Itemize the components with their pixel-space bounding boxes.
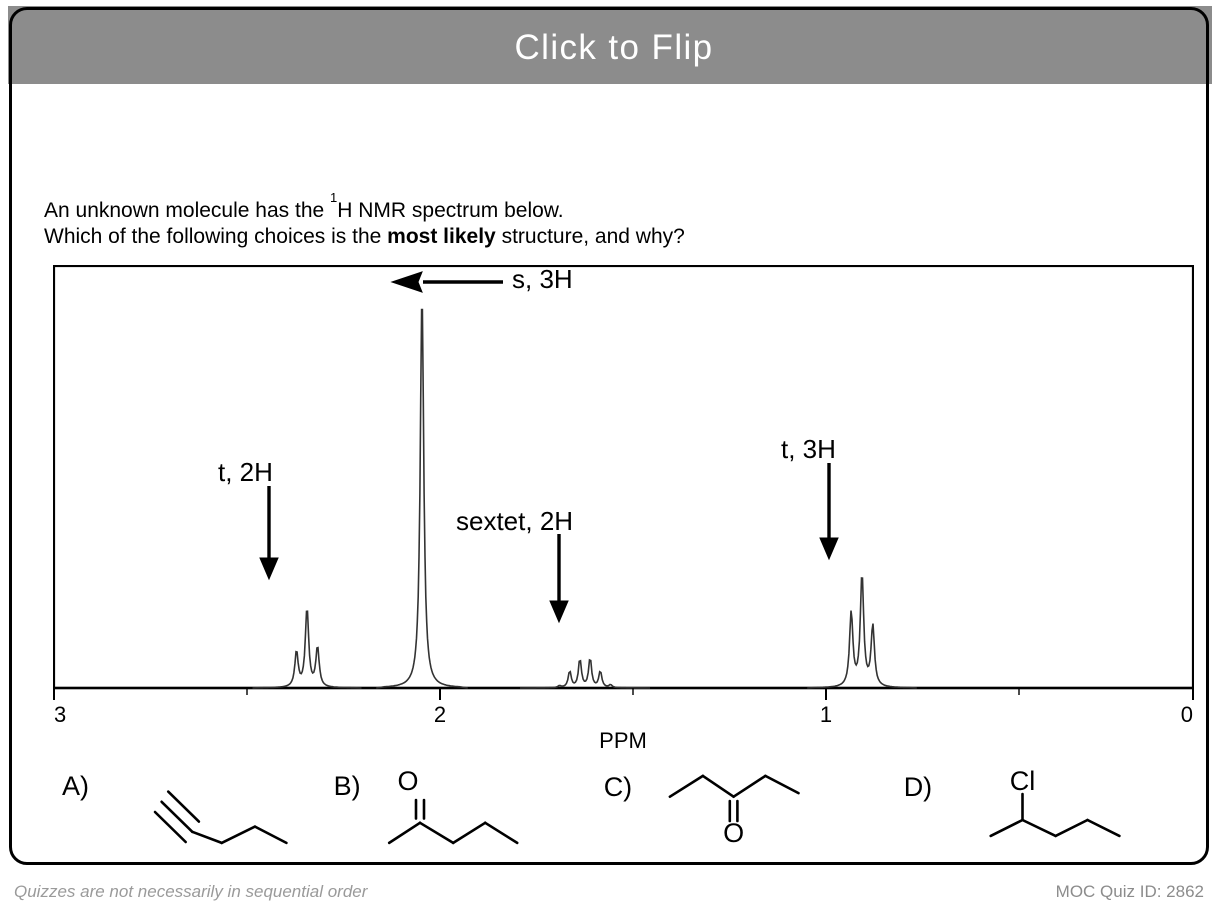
- svg-text:Cl: Cl: [1010, 766, 1036, 796]
- svg-text:B): B): [334, 771, 361, 801]
- svg-text:2: 2: [434, 702, 446, 727]
- svg-text:3: 3: [54, 702, 66, 727]
- svg-text:t, 2H: t, 2H: [218, 457, 273, 487]
- svg-text:A): A): [62, 771, 89, 801]
- svg-text:1: 1: [820, 702, 832, 727]
- svg-text:O: O: [397, 766, 418, 796]
- svg-text:s, 3H: s, 3H: [512, 265, 573, 294]
- svg-text:sextet, 2H: sextet, 2H: [456, 506, 573, 536]
- svg-text:O: O: [723, 818, 744, 848]
- svg-text:C): C): [604, 772, 633, 802]
- svg-text:PPM: PPM: [599, 728, 647, 753]
- svg-text:D): D): [904, 772, 933, 802]
- svg-text:t, 3H: t, 3H: [781, 434, 836, 464]
- svg-text:0: 0: [1181, 702, 1193, 727]
